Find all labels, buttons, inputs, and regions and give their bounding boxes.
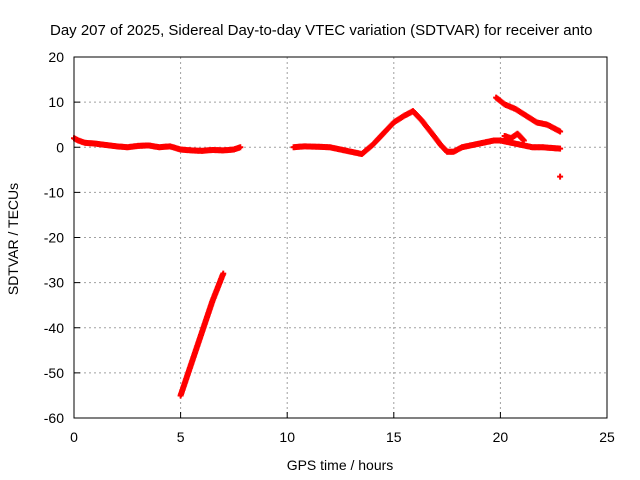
y-tick-label: 10 (48, 94, 64, 110)
y-tick-label: -10 (44, 184, 64, 200)
x-tick-label: 0 (70, 429, 78, 445)
data-point (557, 173, 564, 180)
data-point (237, 144, 244, 151)
series-midday (290, 108, 564, 158)
y-tick-label: -20 (44, 230, 64, 246)
y-tick-label: -30 (44, 275, 64, 291)
data-point (520, 137, 527, 144)
y-tick-label: 0 (56, 139, 64, 155)
data-point (557, 128, 564, 135)
y-tick-label: 20 (48, 49, 64, 65)
y-tick-label: -60 (44, 410, 64, 426)
series-steep-segment (177, 270, 227, 399)
series-late-cluster (501, 130, 527, 144)
x-tick-label: 25 (599, 429, 615, 445)
plot-frame (73, 56, 608, 419)
x-tick-label: 20 (493, 429, 509, 445)
x-tick-label: 15 (386, 429, 402, 445)
x-tick-label: 5 (177, 429, 185, 445)
y-tick-label: -40 (44, 320, 64, 336)
series-late-decline (493, 94, 564, 135)
x-tick-label: 10 (279, 429, 295, 445)
x-axis-label: GPS time / hours (287, 457, 394, 473)
data-point (557, 145, 564, 152)
y-axis-label: SDTVAR / TECUs (5, 183, 21, 295)
series-outlier (557, 173, 564, 180)
chart-title: Day 207 of 2025, Sidereal Day-to-day VTE… (50, 22, 592, 39)
y-tick-label: -50 (44, 365, 64, 381)
series-segment-5-8 (177, 144, 244, 154)
data-point (220, 270, 227, 277)
series-early-morning (71, 135, 184, 153)
